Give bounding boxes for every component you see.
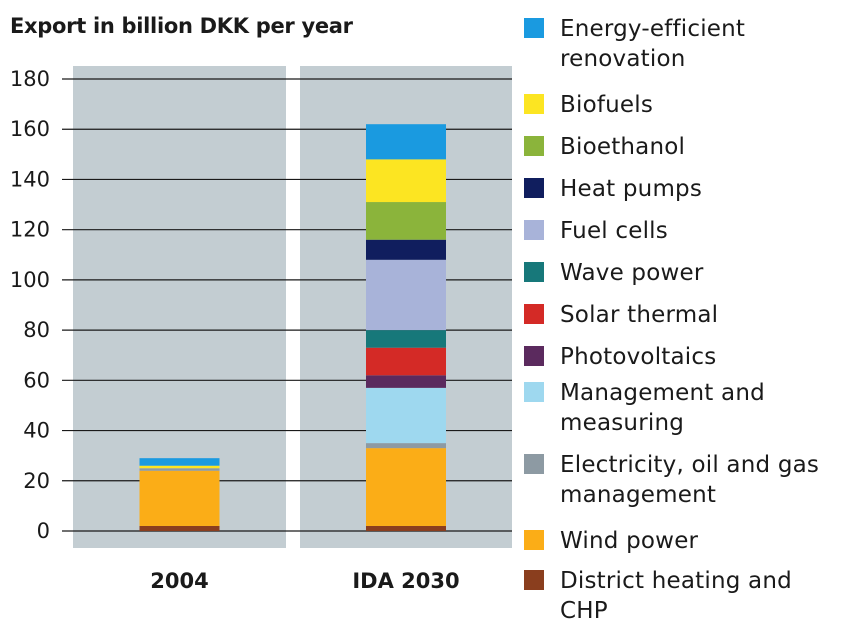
bar-segment-ida-2030-6 [366,330,446,348]
y-tick-label-20: 20 [23,469,50,493]
y-tick-label-120: 120 [10,218,50,242]
bar-segment-ida-2030-11 [366,124,446,160]
legend-item: Solar thermal [524,300,840,330]
legend-swatch [524,382,544,402]
legend-label: Wave power [560,260,704,286]
legend-label: Electricity, oil and gas management [560,452,820,508]
legend-swatch [524,262,544,282]
y-tick-label-160: 160 [10,117,50,141]
bar-segment-ida-2030-9 [366,202,446,240]
bars [139,124,446,531]
legend-label: Management and measuring [560,380,765,436]
y-tick-label-180: 180 [10,67,50,91]
legend-label: Wind power [560,528,699,554]
legend-label: Biofuels [560,92,654,118]
y-axis-ticks: 0 20 40 60 80 100 120 140 160 180 [10,67,50,543]
y-tick-label-100: 100 [10,268,50,292]
bar-segment-2004-10 [139,465,220,469]
legend-label: Heat pumps [560,176,703,202]
bar-segment-ida-2030-7 [366,259,446,331]
legend-label: Energy-efficient renovation [560,16,746,72]
y-tick-label-40: 40 [23,419,50,443]
legend-label: District heating and CHP [560,568,792,624]
x-category-label-1: IDA 2030 [352,569,459,593]
legend-swatch [524,220,544,240]
legend-item: Photovoltaics [524,342,840,372]
legend-item: District heating and CHP [524,566,840,626]
x-axis-categories: 2004 IDA 2030 [150,569,459,593]
bar-segment-2004-1 [139,470,220,526]
bar-segment-2004-11 [139,458,220,466]
legend-swatch [524,530,544,550]
legend-swatch [524,94,544,114]
bar-segment-ida-2030-0 [366,525,446,531]
legend-swatch [524,454,544,474]
legend-item: Fuel cells [524,216,840,246]
y-tick-label-0: 0 [37,519,50,543]
legend-swatch [524,346,544,366]
legend-item: Bioethanol [524,132,840,162]
legend-item: Biofuels [524,90,840,120]
y-tick-label-60: 60 [23,368,50,392]
y-tick-label-80: 80 [23,318,50,342]
bar-segment-ida-2030-8 [366,239,446,260]
bar-segment-ida-2030-1 [366,448,446,526]
legend-item: Heat pumps [524,174,840,204]
plot-panels [73,66,512,548]
bar-segment-ida-2030-10 [366,159,446,203]
legend-label: Fuel cells [560,218,668,244]
bar-segment-2004-2 [139,468,220,471]
legend-label: Bioethanol [560,134,686,160]
legend-label: Photovoltaics [560,344,717,370]
bar-segment-2004-0 [139,525,220,531]
legend-swatch [524,136,544,156]
legend-item: Management and measuring [524,378,840,438]
chart-title: Export in billion DKK per year [10,14,353,38]
legend-item: Wave power [524,258,840,288]
x-category-label-0: 2004 [150,569,208,593]
legend-swatch [524,304,544,324]
legend-swatch [524,570,544,590]
bar-segment-ida-2030-5 [366,347,446,376]
y-tick-label-140: 140 [10,167,50,191]
legend-swatch [524,18,544,38]
bar-segment-ida-2030-3 [366,387,446,444]
legend-item: Wind power [524,526,840,556]
legend-item: Electricity, oil and gas management [524,450,840,510]
bar-segment-ida-2030-4 [366,375,446,388]
legend-label: Solar thermal [560,302,719,328]
bar-segment-ida-2030-2 [366,443,446,449]
chart-plot: 0 20 40 60 80 100 120 140 160 180 2004 IDA 2030 [10,66,512,593]
legend-item: Energy-efficient renovation [524,14,840,74]
legend-swatch [524,178,544,198]
